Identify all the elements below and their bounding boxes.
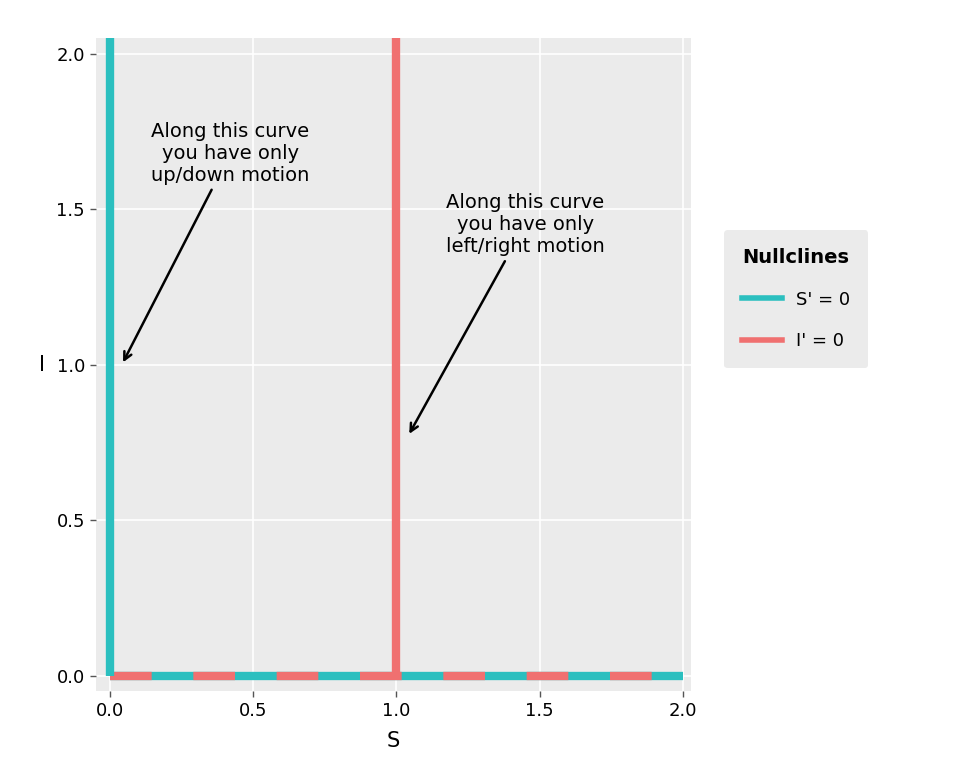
Text: Along this curve
you have only
up/down motion: Along this curve you have only up/down m… (124, 121, 310, 360)
Legend: S' = 0, I' = 0: S' = 0, I' = 0 (724, 230, 869, 369)
Y-axis label: I: I (39, 355, 45, 375)
Text: Along this curve
you have only
left/right motion: Along this curve you have only left/righ… (411, 193, 605, 432)
X-axis label: S: S (387, 731, 400, 751)
